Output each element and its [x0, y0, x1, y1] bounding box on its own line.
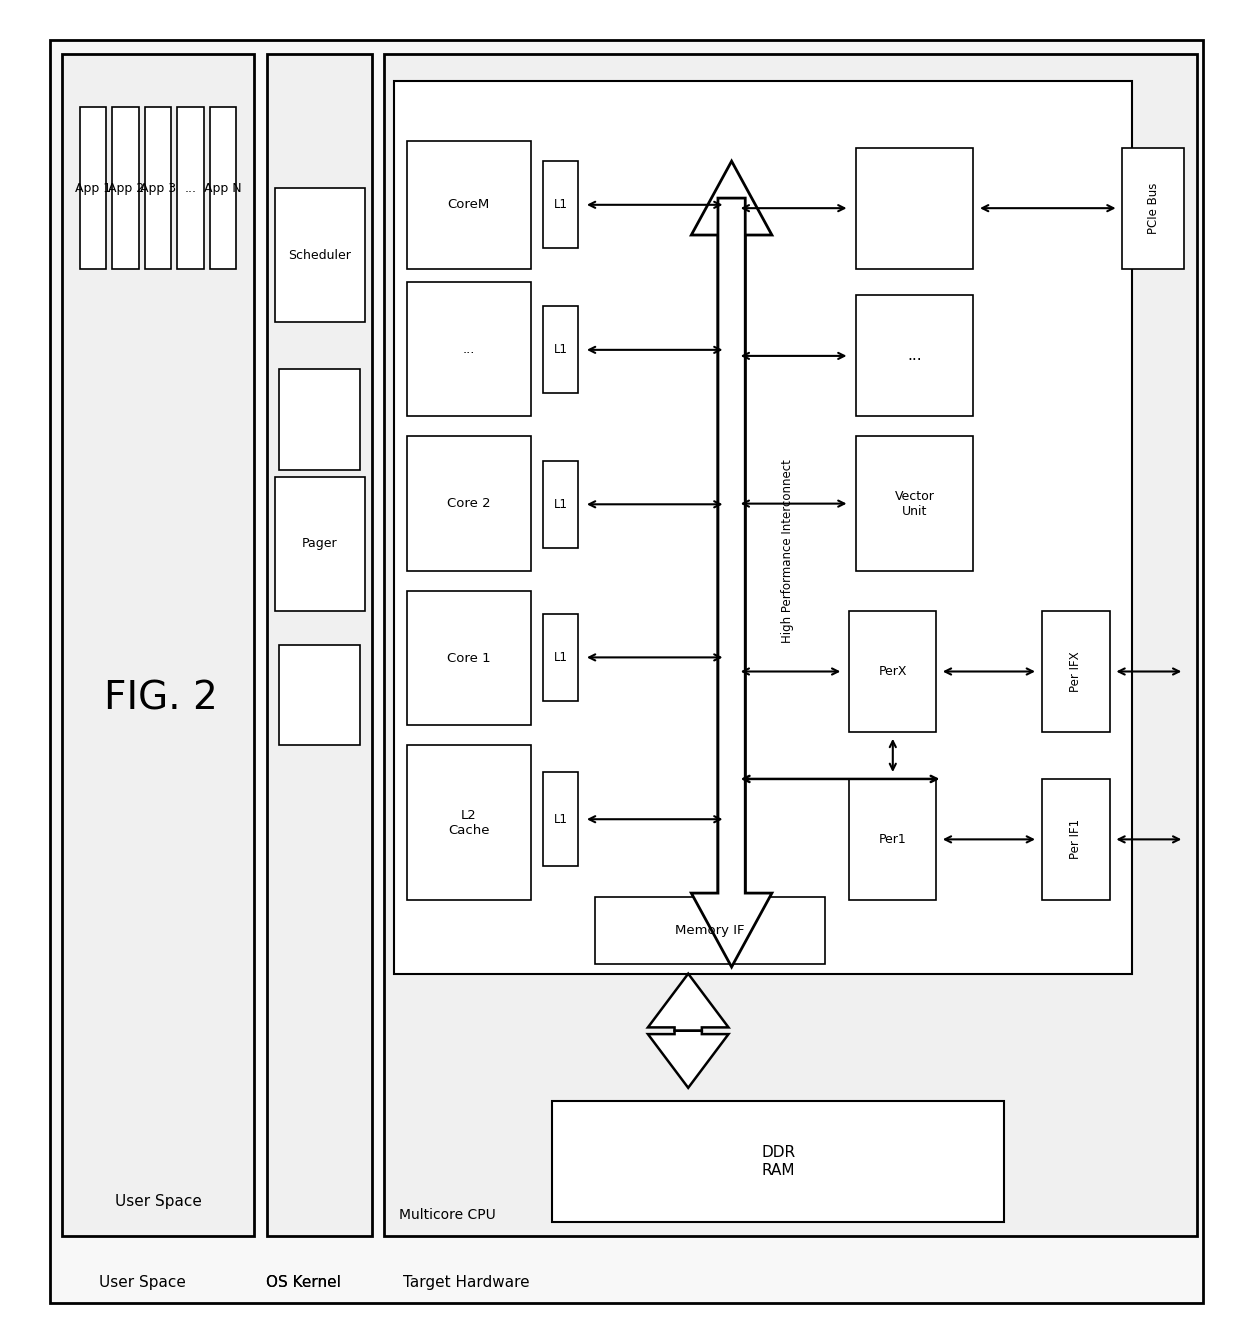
- Text: ...: ...: [463, 342, 475, 356]
- Bar: [856, 436, 973, 571]
- Bar: [543, 306, 578, 393]
- Bar: [856, 295, 973, 416]
- FancyArrow shape: [649, 1031, 729, 1088]
- Text: L1: L1: [553, 344, 568, 356]
- Bar: [279, 369, 360, 470]
- Bar: [113, 107, 139, 269]
- Text: PCIe Bus: PCIe Bus: [1147, 183, 1159, 234]
- Bar: [177, 107, 203, 269]
- Bar: [552, 1101, 1004, 1222]
- Text: Scheduler: Scheduler: [289, 248, 351, 262]
- Bar: [543, 461, 578, 548]
- Bar: [543, 614, 578, 701]
- Bar: [1042, 779, 1110, 900]
- Bar: [279, 645, 360, 745]
- Text: User Space: User Space: [99, 1275, 186, 1291]
- Text: App 1: App 1: [76, 181, 112, 195]
- Text: Memory IF: Memory IF: [675, 924, 745, 937]
- Text: L1: L1: [553, 813, 568, 826]
- Text: App N: App N: [205, 181, 242, 195]
- Bar: [1042, 611, 1110, 732]
- Bar: [79, 107, 107, 269]
- Text: App 3: App 3: [140, 181, 176, 195]
- Bar: [267, 54, 372, 1236]
- Bar: [543, 772, 578, 866]
- Bar: [856, 148, 973, 269]
- Bar: [1122, 148, 1184, 269]
- Text: ...: ...: [908, 348, 921, 364]
- Text: Target Hardware: Target Hardware: [403, 1275, 529, 1291]
- Text: CoreM: CoreM: [448, 199, 490, 211]
- Bar: [407, 436, 531, 571]
- FancyArrow shape: [692, 197, 771, 967]
- Text: Core 1: Core 1: [446, 651, 491, 665]
- Bar: [407, 282, 531, 416]
- Text: Multicore CPU: Multicore CPU: [399, 1209, 496, 1222]
- Text: Per IF1: Per IF1: [1069, 819, 1083, 860]
- Bar: [275, 477, 365, 611]
- Text: Pager: Pager: [303, 537, 337, 551]
- Text: L1: L1: [553, 199, 568, 211]
- Bar: [210, 107, 237, 269]
- FancyArrow shape: [649, 974, 729, 1031]
- Text: L1: L1: [553, 651, 568, 663]
- Bar: [407, 745, 531, 900]
- Text: High Performance Interconnect: High Performance Interconnect: [781, 459, 794, 642]
- Text: Core 2: Core 2: [446, 497, 491, 510]
- Bar: [407, 141, 531, 269]
- Text: Per1: Per1: [879, 833, 906, 846]
- Text: L2
Cache: L2 Cache: [448, 808, 490, 837]
- Bar: [384, 54, 1197, 1236]
- Bar: [543, 161, 578, 248]
- Bar: [275, 188, 365, 322]
- Text: User Space: User Space: [114, 1194, 202, 1210]
- FancyArrow shape: [692, 161, 771, 893]
- Text: DDR
RAM: DDR RAM: [761, 1146, 795, 1178]
- Bar: [62, 54, 254, 1236]
- Text: OS Kernel: OS Kernel: [267, 1275, 341, 1291]
- Text: PerX: PerX: [879, 665, 906, 678]
- Text: Vector
Unit: Vector Unit: [894, 490, 935, 517]
- Text: OS Kernel: OS Kernel: [267, 1275, 341, 1291]
- Bar: [407, 591, 531, 725]
- Bar: [849, 779, 936, 900]
- Bar: [595, 897, 825, 964]
- Bar: [145, 107, 171, 269]
- Text: App 2: App 2: [108, 181, 144, 195]
- Bar: [394, 81, 1132, 974]
- Text: Per IFX: Per IFX: [1069, 651, 1083, 692]
- Text: ...: ...: [185, 181, 197, 195]
- Bar: [849, 611, 936, 732]
- Text: L1: L1: [553, 498, 568, 510]
- Text: FIG. 2: FIG. 2: [104, 680, 218, 717]
